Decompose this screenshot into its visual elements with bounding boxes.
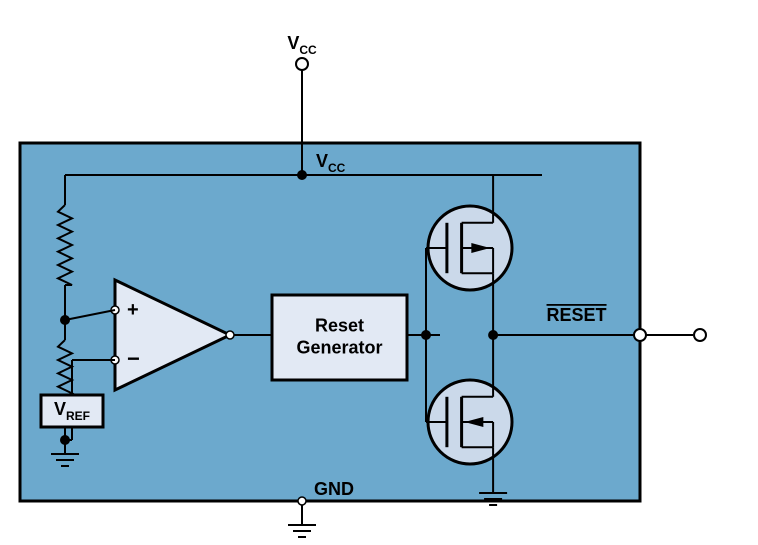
reset-generator-label-2: Generator — [296, 338, 382, 358]
reset-terminal-chip — [634, 329, 646, 341]
comparator-plus: + — [127, 299, 139, 321]
vcc-label-top: VCC — [287, 33, 317, 57]
comparator-minus: − — [127, 346, 140, 371]
gnd-label: GND — [314, 479, 354, 499]
reset-terminal-ext — [694, 329, 706, 341]
reset-generator-label-1: Reset — [315, 316, 364, 336]
reset-label: RESET — [547, 305, 607, 325]
vcc-terminal — [296, 58, 308, 70]
